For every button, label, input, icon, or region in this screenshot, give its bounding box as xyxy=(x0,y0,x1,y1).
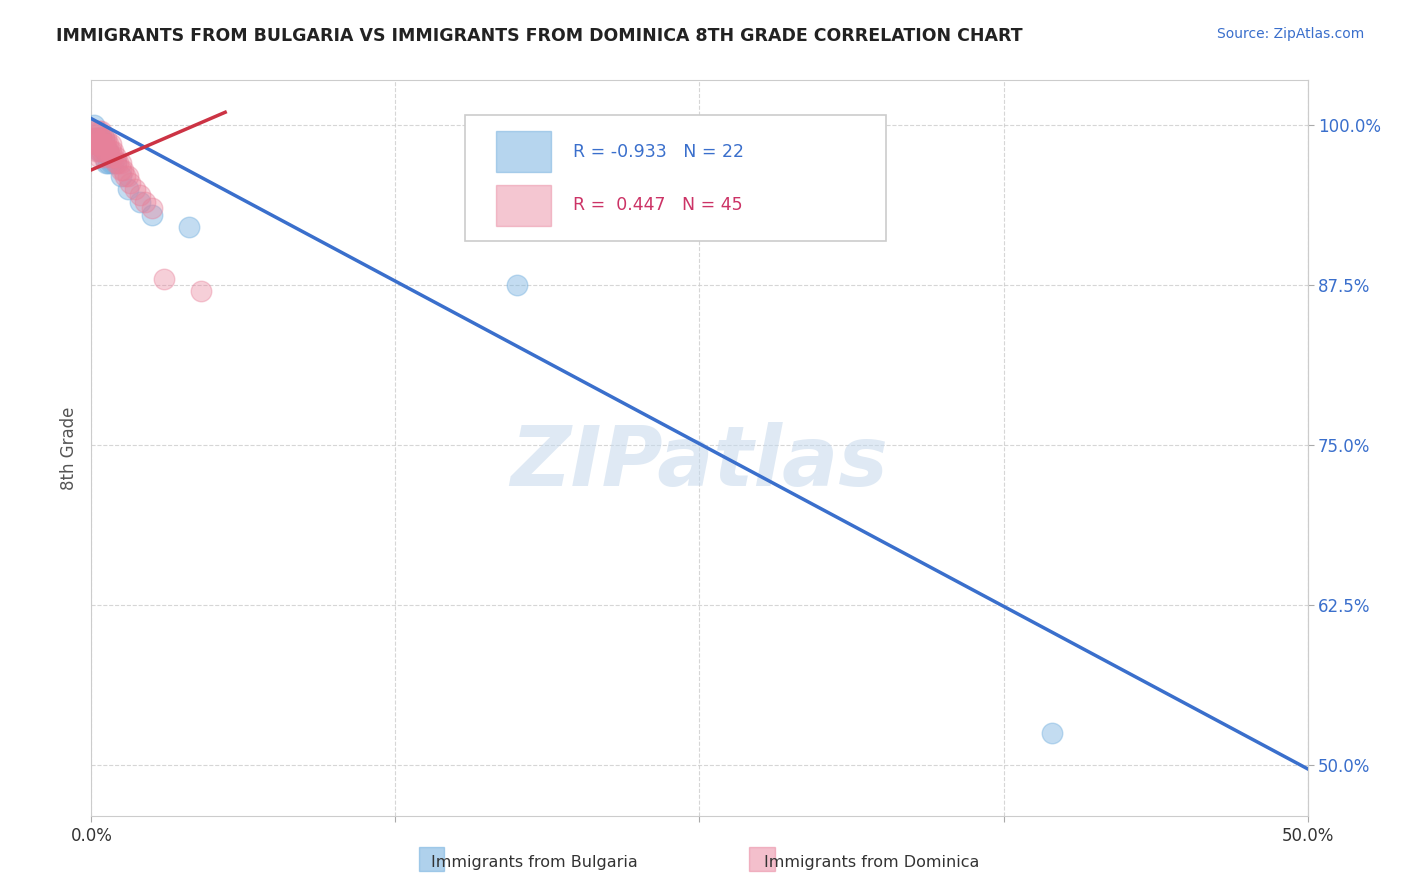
FancyBboxPatch shape xyxy=(419,847,444,871)
Point xyxy=(100,137,122,152)
Point xyxy=(100,156,122,170)
Text: Immigrants from Dominica: Immigrants from Dominica xyxy=(763,855,980,870)
Point xyxy=(94,131,117,145)
Point xyxy=(97,144,120,158)
Point xyxy=(84,131,107,145)
Text: Immigrants from Bulgaria: Immigrants from Bulgaria xyxy=(430,855,638,870)
Point xyxy=(94,137,117,152)
Point xyxy=(110,169,132,184)
Point xyxy=(93,131,115,145)
Point xyxy=(90,124,112,138)
Point xyxy=(87,131,110,145)
Text: IMMIGRANTS FROM BULGARIA VS IMMIGRANTS FROM DOMINICA 8TH GRADE CORRELATION CHART: IMMIGRANTS FROM BULGARIA VS IMMIGRANTS F… xyxy=(56,27,1024,45)
Point xyxy=(90,137,112,152)
Point xyxy=(124,182,146,196)
Point xyxy=(84,137,107,152)
Point xyxy=(177,220,200,235)
FancyBboxPatch shape xyxy=(749,847,775,871)
Point xyxy=(104,156,127,170)
Point xyxy=(94,144,117,158)
Text: R = -0.933   N = 22: R = -0.933 N = 22 xyxy=(574,143,744,161)
Point xyxy=(100,150,122,164)
Point xyxy=(83,131,105,145)
Point xyxy=(129,188,152,202)
Point xyxy=(87,144,110,158)
Point xyxy=(97,137,120,152)
Point xyxy=(87,137,110,152)
Point xyxy=(94,156,117,170)
Point xyxy=(84,144,107,158)
Point xyxy=(1040,726,1063,740)
Point xyxy=(120,176,142,190)
Point xyxy=(506,278,529,293)
FancyBboxPatch shape xyxy=(496,186,551,226)
Point xyxy=(103,156,125,170)
Point xyxy=(117,169,139,184)
Point xyxy=(141,201,163,215)
Text: R =  0.447   N = 45: R = 0.447 N = 45 xyxy=(574,196,742,214)
Point xyxy=(103,144,125,158)
Point xyxy=(84,131,107,145)
Point xyxy=(104,150,127,164)
Point xyxy=(97,156,120,170)
Point xyxy=(87,144,110,158)
Text: ZIPatlas: ZIPatlas xyxy=(510,423,889,503)
FancyBboxPatch shape xyxy=(496,131,551,172)
Point xyxy=(87,124,110,138)
Point xyxy=(87,150,110,164)
Point xyxy=(87,131,110,145)
Point xyxy=(83,137,105,152)
Point xyxy=(153,271,176,285)
Point xyxy=(129,194,152,209)
Point xyxy=(93,137,115,152)
Point xyxy=(100,144,122,158)
Point xyxy=(104,156,127,170)
Y-axis label: 8th Grade: 8th Grade xyxy=(60,407,79,490)
Point xyxy=(110,156,132,170)
Point xyxy=(134,194,156,209)
Point xyxy=(93,144,115,158)
Point xyxy=(114,169,136,184)
Text: Source: ZipAtlas.com: Source: ZipAtlas.com xyxy=(1216,27,1364,41)
Point xyxy=(141,208,163,222)
Point xyxy=(93,150,115,164)
Point xyxy=(110,162,132,177)
Point xyxy=(93,144,115,158)
Point xyxy=(93,131,115,145)
Point xyxy=(190,285,212,299)
Point xyxy=(103,150,125,164)
Point xyxy=(97,144,120,158)
Point xyxy=(111,162,134,177)
Point xyxy=(84,124,107,138)
Point xyxy=(83,124,105,138)
FancyBboxPatch shape xyxy=(465,115,886,241)
Point xyxy=(107,156,129,170)
Point xyxy=(90,144,112,158)
Point xyxy=(94,144,117,158)
Point xyxy=(117,182,139,196)
Point xyxy=(90,131,112,145)
Point xyxy=(83,118,105,132)
Point xyxy=(90,131,112,145)
Point xyxy=(90,144,112,158)
